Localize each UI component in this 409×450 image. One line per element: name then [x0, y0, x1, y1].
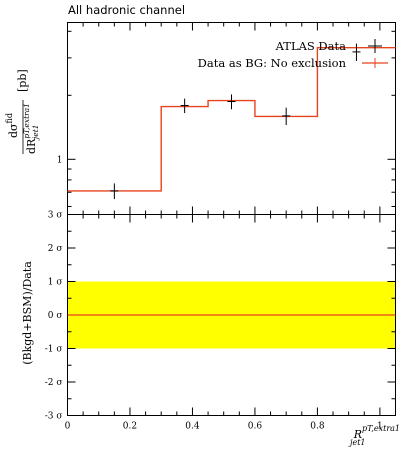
ratio-xtick-label: 1: [377, 422, 383, 432]
ratio-xtick-label: 0.6: [248, 422, 263, 432]
legend-label-data: ATLAS Data: [275, 39, 347, 53]
ratio-xtick-label: 0.4: [185, 422, 200, 432]
points-layer: [110, 43, 361, 200]
chart-title: All hadronic channel: [68, 3, 185, 17]
ratio-ytick-label: -1 σ: [45, 345, 63, 355]
legend-label-bg: Data as BG: No exclusion: [198, 56, 347, 70]
ratio-xtick-label: 0.8: [310, 422, 325, 432]
main-plot-frame: [67, 22, 396, 215]
top-ylabel: dσfid dRpT,extra1jet1 [pb]: [5, 69, 40, 154]
ratio-ytick-label: 0 σ: [48, 311, 63, 321]
ratio-ylabel: (Bkgd+BSM)/Data: [21, 261, 34, 365]
legend: ATLAS Data Data as BG: No exclusion: [198, 39, 388, 70]
ratio-ytick-label: 2 σ: [48, 244, 63, 254]
main-ytick-label: 1: [57, 155, 63, 165]
ratio-ytick-label: 3 σ: [48, 211, 63, 221]
ratio-xtick-label: 0: [65, 422, 71, 432]
x-axis-label: RpT,extra1 jet1: [348, 424, 400, 447]
ratio-xtick-label: 0.2: [123, 422, 137, 432]
ticks-layer: 1 0 0.2 0.4 0.6 0.8 1 3 σ 2 σ 1 σ 0 σ -1 σ -2 σ -3 σ: [45, 22, 396, 432]
ratio-ytick-label: 1 σ: [48, 278, 63, 288]
top-ylabel-num: dσfid: [5, 113, 20, 138]
ratio-ytick-label: -3 σ: [45, 412, 63, 422]
top-ylabel-den: dRpT,extra1jet1: [22, 103, 40, 154]
ratio-ytick-label: -2 σ: [45, 378, 63, 388]
top-ylabel-unit: [pb]: [16, 69, 29, 92]
